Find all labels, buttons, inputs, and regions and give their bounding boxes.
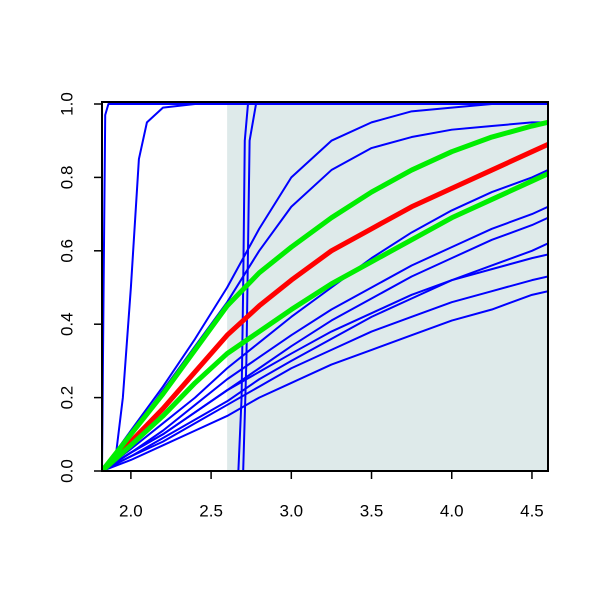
x-tick-label: 4.5 bbox=[520, 501, 544, 520]
x-tick-label: 2.5 bbox=[199, 501, 223, 520]
series-line bbox=[102, 169, 548, 471]
x-tick-label: 2.0 bbox=[119, 501, 143, 520]
x-tick-label: 3.0 bbox=[279, 501, 303, 520]
y-tick-label: 1.0 bbox=[57, 92, 76, 116]
x-tick-label: 4.0 bbox=[440, 501, 464, 520]
series-line bbox=[102, 142, 548, 471]
series-line bbox=[102, 275, 548, 471]
y-tick-label: 0.4 bbox=[57, 312, 76, 336]
series-line bbox=[102, 119, 548, 471]
y-tick-label: 0.0 bbox=[57, 459, 76, 483]
y-tick-label: 0.2 bbox=[57, 386, 76, 410]
series-line bbox=[102, 103, 548, 471]
series-line bbox=[102, 290, 548, 471]
series-line bbox=[102, 103, 548, 471]
y-tick-label: 0.6 bbox=[57, 239, 76, 263]
series-line bbox=[102, 171, 548, 471]
shaded-region bbox=[227, 102, 548, 471]
plot-box bbox=[101, 101, 549, 472]
x-tick-label: 3.5 bbox=[360, 501, 384, 520]
y-tick-label: 0.8 bbox=[57, 166, 76, 190]
series-line bbox=[102, 205, 548, 471]
series-line bbox=[102, 242, 548, 471]
series-line bbox=[102, 253, 548, 471]
